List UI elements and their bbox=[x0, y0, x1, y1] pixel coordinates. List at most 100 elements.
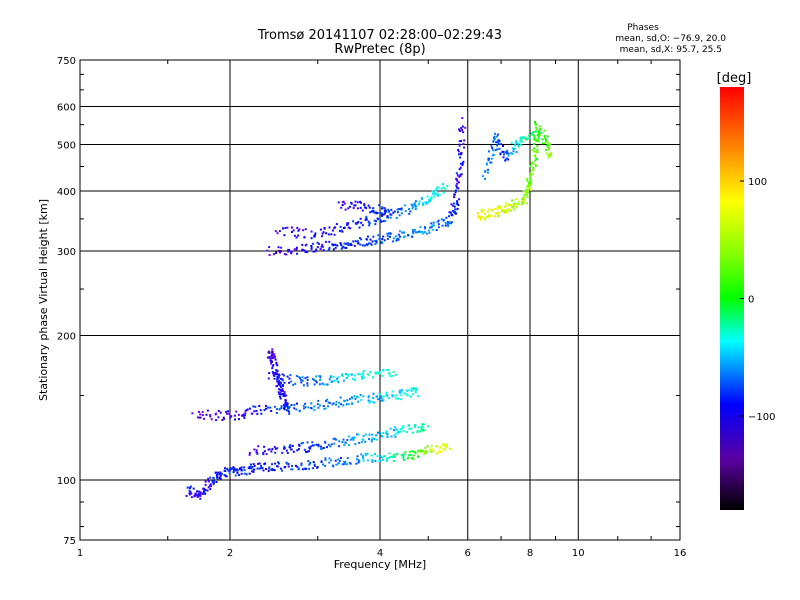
data-point bbox=[392, 211, 395, 214]
data-point bbox=[499, 153, 502, 156]
data-point bbox=[347, 244, 350, 246]
data-point bbox=[324, 457, 327, 460]
data-point bbox=[522, 136, 525, 139]
data-point bbox=[244, 409, 247, 412]
data-point bbox=[356, 395, 359, 398]
data-point bbox=[420, 451, 422, 454]
data-point bbox=[243, 472, 246, 475]
data-point bbox=[229, 467, 231, 470]
data-point bbox=[479, 218, 482, 221]
data-point bbox=[530, 182, 533, 185]
data-point bbox=[429, 450, 432, 453]
data-point bbox=[283, 404, 286, 407]
data-point bbox=[485, 162, 488, 165]
data-point bbox=[390, 213, 393, 216]
data-point bbox=[288, 410, 290, 413]
data-point bbox=[505, 210, 508, 213]
data-point bbox=[436, 192, 439, 195]
data-point bbox=[341, 463, 344, 466]
data-point bbox=[419, 449, 422, 452]
data-point bbox=[306, 384, 309, 387]
data-point bbox=[267, 448, 270, 451]
data-point bbox=[394, 235, 397, 238]
data-point bbox=[284, 402, 287, 405]
data-point bbox=[517, 200, 520, 203]
data-point bbox=[289, 446, 292, 449]
data-point bbox=[350, 242, 352, 245]
data-point bbox=[404, 451, 407, 454]
data-point bbox=[419, 226, 422, 229]
data-point bbox=[495, 135, 498, 138]
data-point bbox=[220, 472, 223, 475]
data-point bbox=[271, 348, 274, 351]
data-point bbox=[383, 455, 386, 458]
data-point bbox=[448, 215, 450, 218]
data-point bbox=[361, 456, 364, 459]
data-point bbox=[296, 226, 299, 229]
data-point bbox=[395, 394, 398, 397]
data-point bbox=[456, 179, 459, 182]
data-point bbox=[400, 398, 403, 401]
data-point bbox=[332, 375, 335, 378]
data-point bbox=[511, 199, 514, 202]
data-point bbox=[427, 425, 430, 428]
data-point bbox=[248, 472, 251, 475]
data-point bbox=[353, 395, 356, 398]
data-point bbox=[547, 154, 549, 157]
data-point bbox=[460, 139, 463, 142]
data-point bbox=[283, 391, 286, 394]
data-point bbox=[204, 492, 207, 495]
data-point bbox=[208, 484, 211, 487]
data-point bbox=[382, 395, 385, 398]
data-point bbox=[378, 371, 381, 373]
data-point bbox=[296, 252, 298, 255]
data-point bbox=[286, 404, 288, 407]
data-point bbox=[213, 480, 216, 483]
data-point bbox=[376, 438, 378, 441]
data-point bbox=[250, 467, 253, 470]
chart-subtitle: RwPretec (8p) bbox=[334, 42, 425, 57]
data-point bbox=[492, 149, 495, 152]
data-point bbox=[279, 388, 282, 391]
data-point bbox=[520, 136, 523, 139]
data-point bbox=[280, 405, 283, 408]
data-point bbox=[442, 447, 445, 450]
data-point bbox=[206, 489, 209, 492]
data-point bbox=[454, 208, 457, 211]
data-point bbox=[259, 409, 262, 412]
data-point bbox=[327, 233, 330, 236]
data-point bbox=[423, 452, 425, 455]
data-point bbox=[453, 193, 456, 196]
data-point bbox=[360, 399, 363, 401]
data-point bbox=[344, 400, 346, 403]
data-point bbox=[357, 433, 360, 436]
data-point bbox=[372, 392, 375, 395]
data-point bbox=[198, 410, 200, 413]
data-point bbox=[388, 452, 391, 455]
data-point bbox=[278, 250, 281, 253]
data-point bbox=[260, 464, 262, 467]
data-point bbox=[530, 132, 533, 134]
data-point bbox=[322, 405, 325, 407]
data-point bbox=[274, 447, 277, 450]
data-point bbox=[329, 445, 332, 448]
data-point bbox=[480, 209, 483, 212]
data-point bbox=[461, 125, 464, 128]
data-point bbox=[535, 128, 538, 130]
data-point bbox=[340, 206, 343, 209]
data-point bbox=[367, 235, 369, 238]
data-point bbox=[458, 198, 461, 201]
data-point bbox=[386, 394, 389, 397]
data-point bbox=[344, 208, 347, 211]
data-point bbox=[387, 369, 390, 371]
data-point bbox=[500, 206, 503, 209]
data-point bbox=[242, 413, 245, 416]
data-point bbox=[485, 215, 488, 218]
data-point bbox=[371, 400, 374, 403]
data-point bbox=[444, 187, 447, 190]
data-point bbox=[252, 463, 255, 466]
data-point bbox=[411, 431, 414, 434]
data-point bbox=[310, 407, 313, 409]
data-point bbox=[533, 155, 536, 158]
data-point bbox=[504, 202, 507, 205]
